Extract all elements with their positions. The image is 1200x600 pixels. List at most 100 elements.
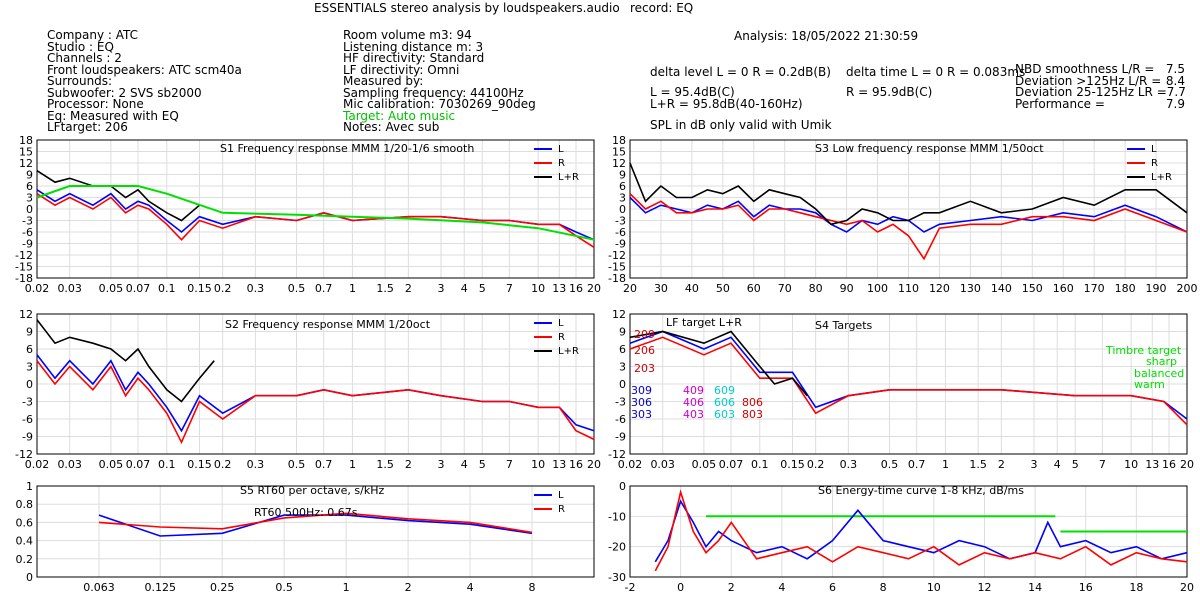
x-tick-label: 120	[929, 282, 950, 295]
y-tick-label: -9	[22, 238, 33, 251]
y-tick-label: 0.6	[16, 516, 34, 529]
score-row: Deviation >125Hz L/R = 8.4	[1015, 73, 1185, 88]
x-tick-label: 8	[529, 581, 536, 594]
x-tick-label: 0.05	[692, 458, 717, 471]
x-tick-label: 2	[998, 458, 1005, 471]
info-line: Mic calibration: 7030269_90deg	[343, 97, 536, 111]
lf-target-label: 203	[634, 362, 655, 375]
x-tick-label: 0.03	[57, 282, 82, 295]
x-tick-label: 190	[1146, 282, 1167, 295]
legend-label: L+R	[558, 346, 579, 357]
y-tick-label: -12	[608, 249, 626, 262]
chart-title: S3 Low frequency response MMM 1/50oct	[815, 142, 1044, 155]
x-tick-label: 7	[1099, 458, 1106, 471]
x-tick-label: 3	[438, 458, 445, 471]
y-tick-label: -30	[608, 571, 626, 584]
lf-target-label: 806	[742, 396, 763, 409]
x-tick-label: 16	[1162, 458, 1176, 471]
legend-label: L+R	[1151, 172, 1172, 183]
timbre-label: Timbre target	[1105, 344, 1182, 357]
info-mid: Room volume m3: 94 Listening distance m: …	[343, 28, 536, 134]
y-tick-label: 18	[612, 134, 626, 147]
score-label: Performance =	[1015, 96, 1105, 111]
series-line-lplusr	[629, 330, 808, 397]
x-tick-label: 1	[349, 458, 356, 471]
x-tick-label: 0.25	[210, 581, 235, 594]
info-left: Company : ATC Studio : EQ Channels : 2 Fron…	[47, 28, 242, 134]
y-tick-label: 1	[26, 480, 33, 493]
score-label: Deviation 25-125Hz LR =	[1015, 85, 1167, 99]
y-tick-label: -9	[22, 431, 33, 444]
x-tick-label: 90	[840, 282, 854, 295]
x-tick-label: 0.07	[126, 282, 151, 295]
x-tick-label: 200	[1177, 282, 1198, 295]
x-tick-label: 0.2	[807, 458, 825, 471]
x-tick-label: 0.02	[25, 458, 50, 471]
x-tick-label: 4	[778, 581, 785, 594]
x-tick-label: 0.5	[881, 458, 899, 471]
x-tick-label: 3	[438, 282, 445, 295]
y-tick-label: 9	[619, 326, 626, 339]
info-line: Front loudspeakers: ATC scm40a	[47, 62, 242, 77]
x-tick-label: 2	[405, 581, 412, 594]
lf-target-label: 409	[683, 384, 704, 397]
x-tick-label: 0.02	[618, 458, 643, 471]
x-tick-label: 100	[867, 282, 888, 295]
legend-label: R	[558, 332, 565, 343]
x-tick-label: 0.063	[83, 581, 115, 594]
lf-target-label: 206	[634, 344, 655, 357]
score-row: Performance = 7.9	[1015, 96, 1185, 111]
chart-title: S5 RT60 per octave, s/kHz	[240, 484, 384, 497]
x-tick-label: 1.5	[376, 458, 394, 471]
x-tick-label: 80	[809, 282, 823, 295]
y-tick-label: 0	[619, 203, 626, 216]
y-tick-label: 6	[26, 180, 33, 193]
x-tick-label: 0.3	[840, 458, 858, 471]
x-tick-label: 70	[778, 282, 792, 295]
legend-label: L	[1151, 144, 1157, 155]
y-tick-label: 6	[619, 343, 626, 356]
plot-frame	[629, 313, 1188, 455]
x-tick-label: 16	[569, 458, 583, 471]
x-tick-label: 0.5	[275, 581, 293, 594]
x-tick-label: 16	[1079, 581, 1093, 594]
score-value: 7.5	[1165, 62, 1185, 76]
x-tick-label: 7	[506, 458, 513, 471]
x-tick-label: 18	[1129, 581, 1143, 594]
y-tick-label: -18	[608, 272, 626, 285]
x-tick-label: 0.15	[187, 282, 212, 295]
info-line: Company : ATC	[47, 28, 139, 42]
y-tick-label: -6	[615, 226, 626, 239]
y-tick-label: -3	[615, 215, 626, 228]
series-line-r	[629, 193, 1188, 261]
info-line: LF directivity: Omni	[343, 62, 460, 77]
score-value: 8.4	[1165, 73, 1185, 88]
x-tick-label: 20	[587, 282, 601, 295]
x-tick-label: 0.2	[214, 282, 232, 295]
x-tick-label: 6	[829, 581, 836, 594]
y-tick-label: -3	[22, 396, 33, 409]
x-tick-label: 3	[1031, 458, 1038, 471]
y-tick-label: 0.2	[16, 553, 34, 566]
rt60-annotation: RT60 500Hz: 0.67s	[254, 506, 358, 519]
info-line: Room volume m3: 94	[343, 28, 472, 42]
x-tick-label: 1	[942, 458, 949, 471]
x-tick-label: 0.15	[780, 458, 805, 471]
y-tick-label: -10	[608, 510, 626, 523]
score-value: 7.7	[1166, 85, 1186, 99]
x-tick-label: 20	[623, 282, 637, 295]
x-tick-label: 5	[479, 282, 486, 295]
lf-target-label: 209	[634, 328, 655, 341]
series-line-r	[36, 360, 595, 445]
y-tick-label: -15	[15, 261, 33, 274]
x-tick-label: 0.7	[908, 458, 926, 471]
x-tick-label: 0.5	[288, 458, 306, 471]
x-tick-label: 20	[1180, 458, 1194, 471]
x-tick-label: 4	[1054, 458, 1061, 471]
info-line: Subwoofer: 2 SVS sb2000	[47, 85, 202, 100]
legend-label: L	[558, 318, 564, 329]
x-tick-label: 1.5	[969, 458, 987, 471]
x-tick-label: 2	[728, 581, 735, 594]
x-tick-label: 12	[977, 581, 991, 594]
y-tick-label: 15	[19, 146, 33, 159]
